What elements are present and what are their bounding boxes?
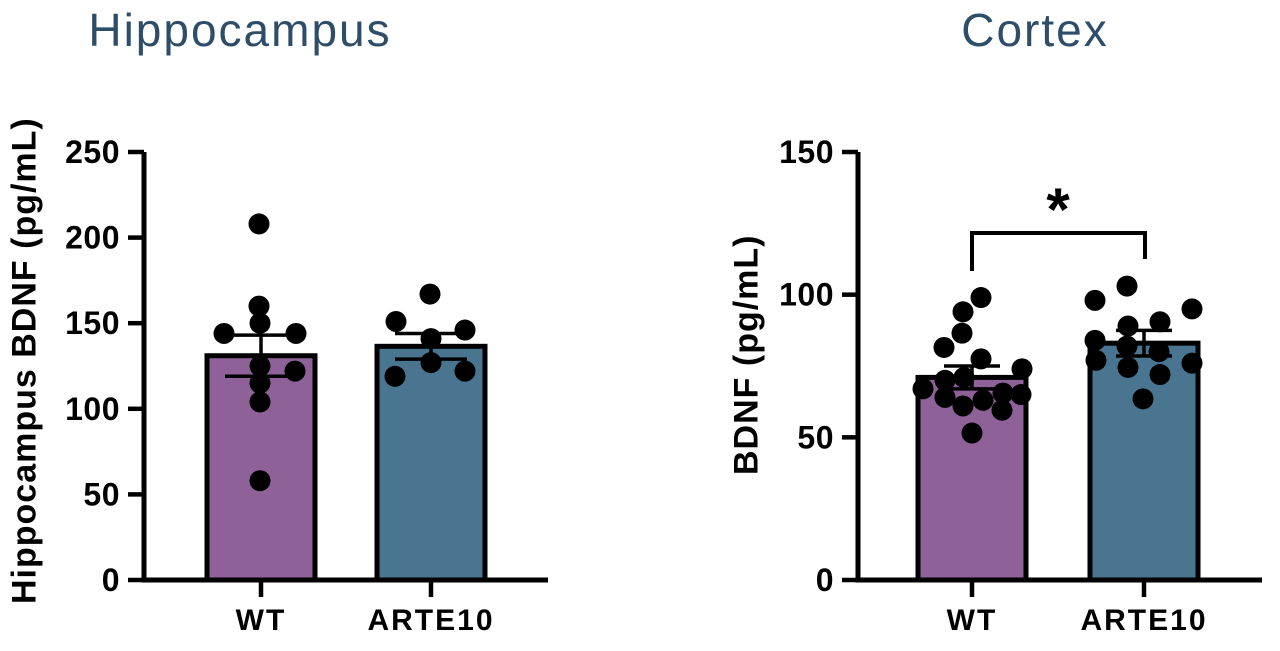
data-point (213, 322, 235, 344)
x-category-label: ARTE10 (367, 604, 494, 637)
data-point (249, 312, 271, 334)
bar-wt (204, 353, 318, 583)
hippocampus-chart: 0 50 100 150 200 250 WT ARTE10 (65, 134, 548, 637)
data-point (249, 470, 271, 492)
data-point (248, 213, 270, 235)
data-point (1149, 364, 1171, 386)
data-point (454, 360, 476, 382)
y-tick-label: 150 (779, 134, 834, 170)
data-point (961, 422, 983, 444)
data-point (1011, 358, 1033, 380)
data-point (385, 310, 407, 332)
data-point (1117, 356, 1139, 378)
cortex-title: Cortex (961, 4, 1109, 56)
significance-marker: * (1046, 176, 1070, 243)
data-point (952, 395, 974, 417)
data-point (953, 366, 975, 388)
data-point (1116, 335, 1138, 357)
data-point (419, 283, 441, 305)
significance-bracket (970, 231, 1147, 271)
y-tick-label: 100 (779, 277, 834, 313)
y-tick-label: 0 (102, 562, 120, 598)
y-tick-label: 100 (65, 391, 120, 427)
data-point (1149, 311, 1171, 333)
y-tick-label: 50 (797, 419, 834, 455)
x-category-label: WT (236, 604, 287, 637)
data-point (1116, 275, 1138, 297)
data-point (934, 369, 956, 391)
data-point (1084, 289, 1106, 311)
y-tick-label: 50 (83, 476, 120, 512)
data-point (1132, 388, 1154, 410)
data-point (1181, 298, 1203, 320)
data-point (420, 352, 442, 374)
data-point (420, 328, 442, 350)
y-tick-label: 200 (65, 220, 120, 256)
cortex-chart: 0 50 100 150 WT ARTE10 * (779, 134, 1262, 637)
data-point (249, 355, 271, 377)
y-tick-label: 250 (65, 134, 120, 170)
data-point (249, 391, 271, 413)
data-point (912, 378, 934, 400)
data-point (285, 322, 307, 344)
data-point (384, 365, 406, 387)
data-point (1010, 384, 1032, 406)
data-point (934, 386, 956, 408)
x-category-label: WT (947, 604, 998, 637)
data-point (454, 319, 476, 341)
bar-arte10 (1087, 340, 1201, 583)
y-tick-label: 150 (65, 305, 120, 341)
data-point (248, 295, 270, 317)
data-point (1148, 341, 1170, 363)
data-point (933, 336, 955, 358)
data-point (991, 399, 1013, 421)
data-point (992, 382, 1014, 404)
data-point (951, 322, 973, 344)
x-category-label: ARTE10 (1080, 604, 1207, 637)
data-point (1117, 315, 1139, 337)
data-point (249, 372, 271, 394)
data-point (1085, 349, 1107, 371)
data-point (1084, 329, 1106, 351)
data-point (284, 360, 306, 382)
data-point (972, 389, 994, 411)
data-point (952, 301, 974, 323)
hippocampus-title: Hippocampus (88, 4, 392, 56)
data-point (970, 287, 992, 309)
data-point (1181, 352, 1203, 374)
data-point (970, 348, 992, 370)
y-tick-label: 0 (816, 562, 834, 598)
